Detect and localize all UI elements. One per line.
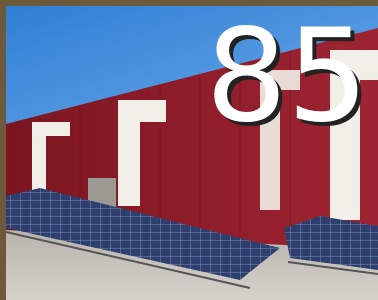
overlay-number: 85 <box>206 2 369 151</box>
photo: 85 85 <box>0 0 378 300</box>
page: 85 85 (() => { const data = JSON.parse(d… <box>0 0 378 300</box>
